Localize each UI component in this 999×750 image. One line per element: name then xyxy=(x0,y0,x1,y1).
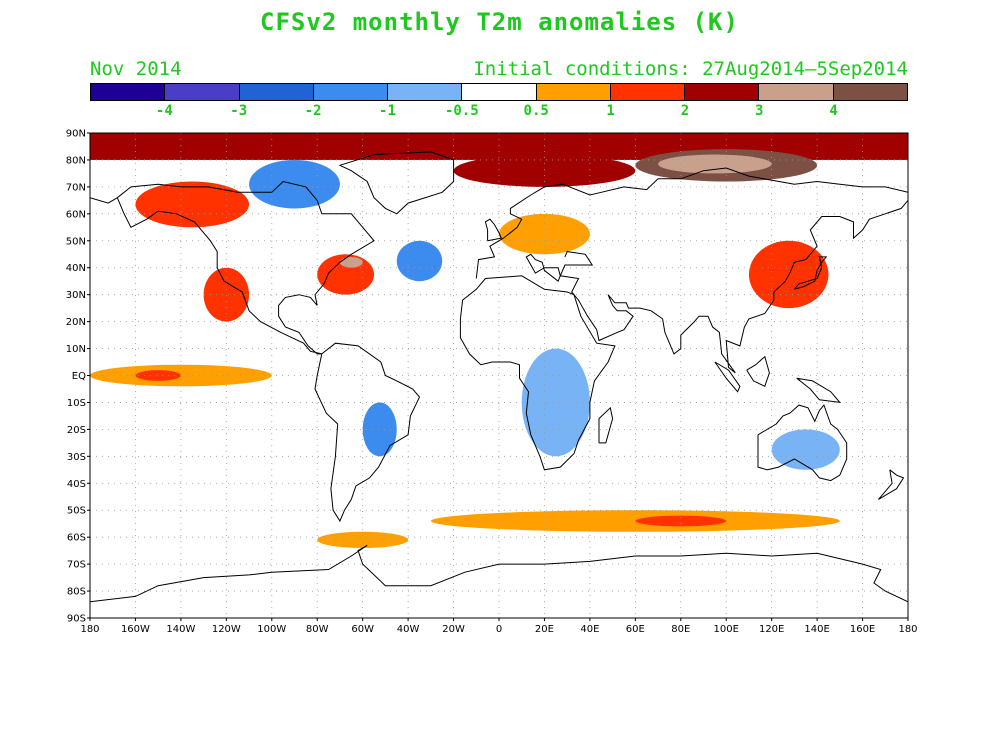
colorbar-swatch xyxy=(759,84,834,100)
longitude-label: 80E xyxy=(671,624,690,635)
longitude-label: 100E xyxy=(714,624,739,635)
coastlines xyxy=(90,151,908,603)
coastline xyxy=(314,342,421,523)
coastline xyxy=(338,151,455,215)
latitude-label: 30N xyxy=(66,290,86,301)
longitude-label: 80W xyxy=(306,624,329,635)
latitude-label: 20S xyxy=(67,425,86,436)
anomaly-region xyxy=(135,181,250,228)
longitude-labels: 180 160W 140W 120W 100W 80W 60W 40W 20W 0 20E 40E 60… xyxy=(80,618,918,635)
coastline xyxy=(475,167,908,279)
coastline xyxy=(757,404,848,482)
colorbar-swatch xyxy=(165,84,240,100)
colorbar-swatch xyxy=(462,84,537,100)
longitude-label: 60W xyxy=(351,624,374,635)
longitude-label: 120E xyxy=(759,624,784,635)
longitude-label: 180 xyxy=(898,624,917,635)
latitude-label: 90S xyxy=(67,614,86,625)
latitude-label: 90N xyxy=(66,129,86,140)
coastline xyxy=(746,355,770,387)
anomaly-region xyxy=(396,240,443,282)
anomaly-region xyxy=(203,267,250,322)
longitude-label: 60E xyxy=(626,624,645,635)
longitude-label: 140W xyxy=(166,624,195,635)
anomaly-region xyxy=(635,515,727,527)
latitude-label: 50S xyxy=(67,506,86,517)
coastline xyxy=(90,544,908,603)
anomaly-region xyxy=(362,402,397,457)
colorbar-label: -0.5 xyxy=(444,103,479,119)
latitude-label: EQ xyxy=(72,371,86,382)
coastline xyxy=(525,200,908,374)
longitude-label: 160E xyxy=(850,624,875,635)
latitude-label: 40S xyxy=(67,479,86,490)
coastline xyxy=(794,256,828,290)
map-title: CFSv2 monthly T2m anomalies (K) xyxy=(260,8,739,36)
colorbar-label: 3 xyxy=(755,103,764,119)
longitude-label: 20E xyxy=(535,624,554,635)
longitude-label: 0 xyxy=(496,624,502,635)
latitude-label: 70S xyxy=(67,560,86,571)
initial-conditions: Initial conditions: 27Aug2014–5Sep2014 xyxy=(473,58,908,80)
colorbar-label: -4 xyxy=(155,103,173,119)
colorbar-label: -3 xyxy=(230,103,248,119)
longitude-label: 140E xyxy=(804,624,829,635)
forecast-month: Nov 2014 xyxy=(90,58,182,80)
colorbar xyxy=(90,83,908,101)
coastline xyxy=(116,180,375,355)
coastline xyxy=(90,197,118,204)
colorbar-labels: -4 -3 -2 -1 -0.5 0.5 1 2 3 4 xyxy=(90,103,908,121)
latitude-label: 60N xyxy=(66,209,86,220)
colorbar-label: -2 xyxy=(304,103,322,119)
latitude-label: 30S xyxy=(67,452,86,463)
longitude-label: 120W xyxy=(212,624,241,635)
anomaly-region xyxy=(430,510,840,532)
anomaly-region xyxy=(339,256,363,268)
latitude-label: 60S xyxy=(67,533,86,544)
coastline xyxy=(459,275,616,471)
latitude-label: 70N xyxy=(66,182,86,193)
longitude-label: 160W xyxy=(121,624,150,635)
anomaly-region xyxy=(521,348,590,457)
longitude-label: 40W xyxy=(397,624,420,635)
anomaly-region xyxy=(499,213,590,255)
colorbar-swatch xyxy=(388,84,463,100)
colorbar-label: 0.5 xyxy=(523,103,549,119)
latitude-label: 50N xyxy=(66,236,86,247)
colorbar-swatch xyxy=(313,84,389,100)
colorbar-swatch xyxy=(685,84,760,100)
coastline xyxy=(878,469,905,500)
coastline xyxy=(796,377,842,404)
colorbar-swatch xyxy=(833,84,907,100)
latitude-label: 40N xyxy=(66,263,86,274)
colorbar-label: -1 xyxy=(379,103,396,119)
longitude-label: 100W xyxy=(257,624,286,635)
latitude-labels: 90N 80N 70N 60N 50N 40N 30N 20N 10N EQ 10S 20S 30S 40… xyxy=(66,129,90,625)
anomaly-field xyxy=(90,133,908,548)
colorbar-swatch xyxy=(239,84,314,100)
colorbar-swatch xyxy=(610,84,686,100)
colorbar-label: 4 xyxy=(829,103,838,119)
coastline xyxy=(714,361,741,393)
latitude-label: 80N xyxy=(66,155,86,166)
anomaly-region xyxy=(771,429,840,470)
coastline xyxy=(484,218,503,242)
anomaly-region xyxy=(658,154,772,174)
colorbar-swatch xyxy=(536,84,611,100)
anomaly-region xyxy=(453,154,636,187)
longitude-label: 180 xyxy=(80,624,99,635)
coastline xyxy=(598,406,614,444)
anomaly-region xyxy=(317,531,409,548)
colorbar-label: 1 xyxy=(606,103,615,119)
longitude-label: 20W xyxy=(442,624,465,635)
longitude-label: 40E xyxy=(580,624,599,635)
colorbar-label: 2 xyxy=(680,103,690,119)
latitude-label: 10S xyxy=(67,398,86,409)
colorbar-swatch xyxy=(91,84,166,100)
latitude-label: 20N xyxy=(66,317,86,328)
latitude-label: 10N xyxy=(66,344,86,355)
anomaly-region xyxy=(135,370,181,381)
latitude-label: 80S xyxy=(67,587,86,598)
